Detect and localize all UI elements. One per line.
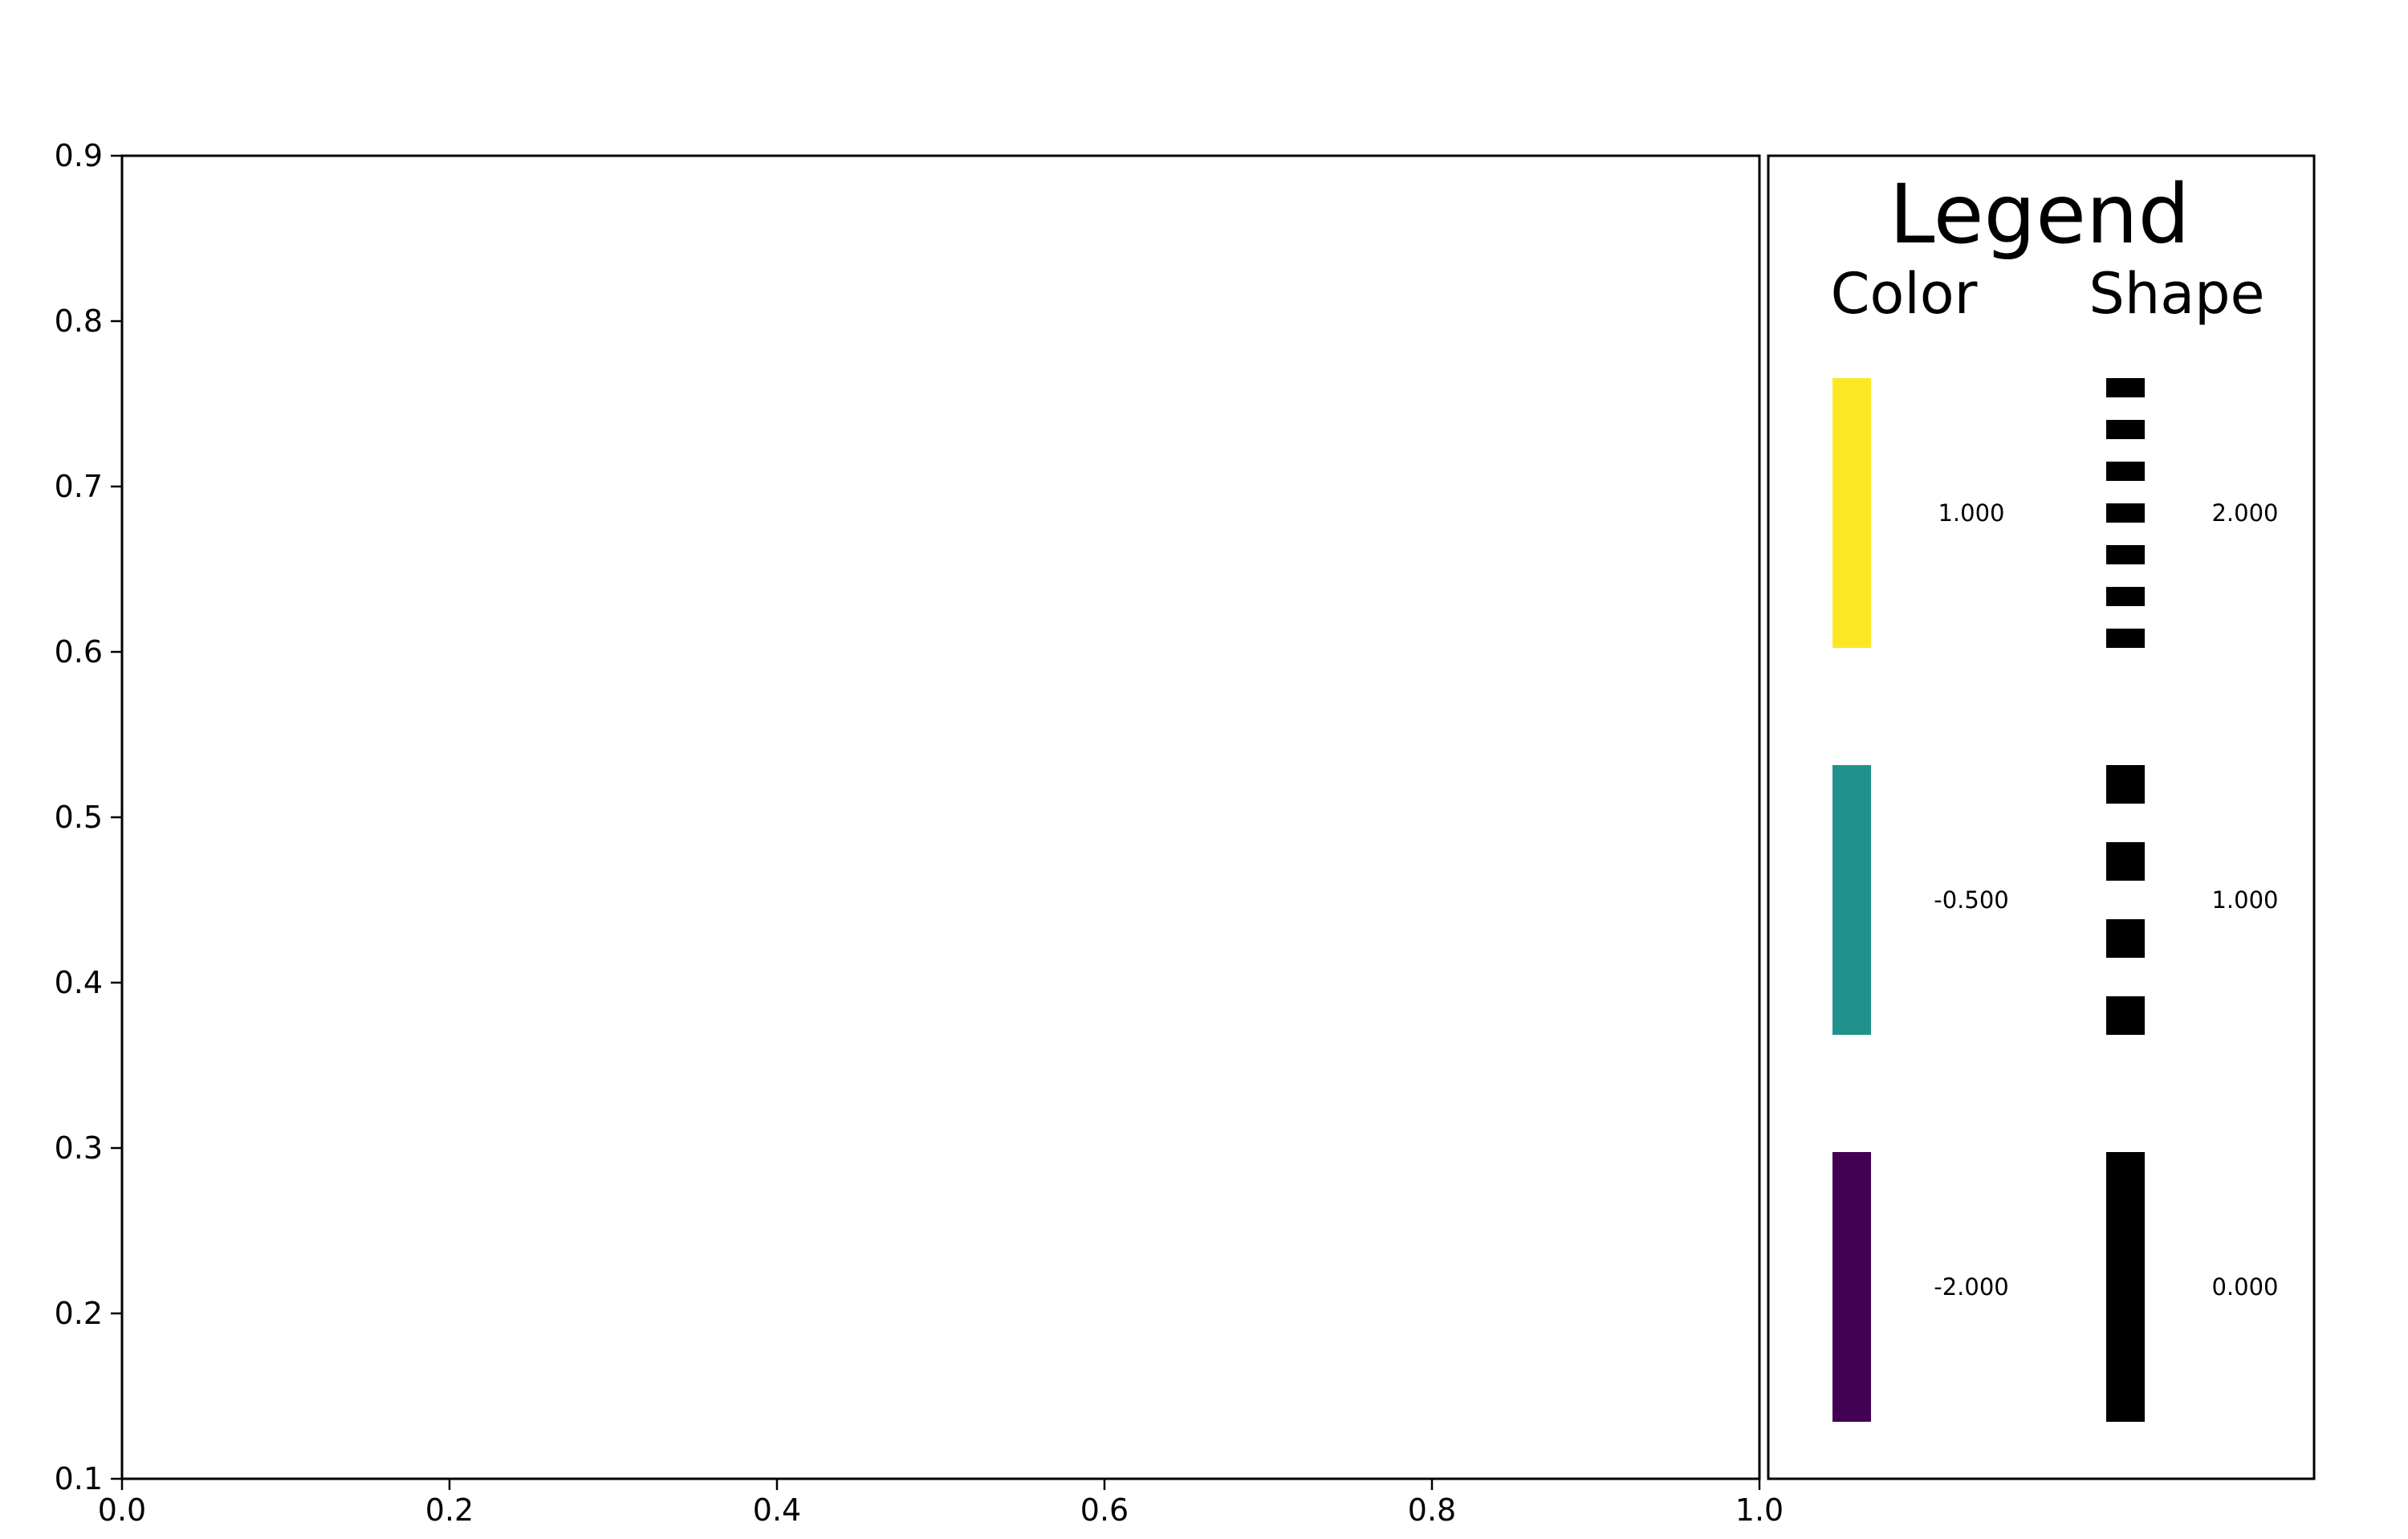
legend-shape-segment — [2106, 545, 2145, 564]
y-tick-label: 0.9 — [55, 138, 103, 173]
legend-shape-segment — [2106, 765, 2145, 804]
legend-shape-label: 1.000 — [2211, 886, 2278, 914]
x-tick-label: 0.6 — [1080, 1492, 1129, 1528]
legend-shape-swatch — [2106, 765, 2145, 1035]
x-tick-label: 0.2 — [425, 1492, 474, 1528]
y-tick-label: 0.2 — [55, 1296, 103, 1331]
legend-title: Legend — [1889, 167, 2190, 263]
legend-shape-header: Shape — [2089, 261, 2264, 327]
legend-shape-label: 0.000 — [2211, 1273, 2278, 1301]
plot-area — [120, 154, 1761, 1480]
x-tick-label: 0.0 — [98, 1492, 146, 1528]
y-tick-label: 0.8 — [55, 303, 103, 339]
x-tick-label: 0.8 — [1408, 1492, 1456, 1528]
y-tick-label: 0.7 — [55, 469, 103, 504]
legend-shape-segment — [2106, 919, 2145, 958]
legend-shape-segment — [2106, 503, 2145, 523]
main-axes: 0.0 0.2 0.4 0.6 0.8 1.0 0.1 0.2 0.3 0.4 0.5 0.6 0.7 0… — [55, 138, 1784, 1528]
legend-shape-segment — [2106, 629, 2145, 648]
legend-shape-segment — [2106, 842, 2145, 881]
y-tick-label: 0.5 — [55, 800, 103, 835]
legend-color-swatch — [1832, 765, 1871, 1035]
legend-color-label: 1.000 — [1938, 499, 2004, 527]
y-tick-label: 0.6 — [55, 634, 103, 670]
legend-color-header: Color — [1831, 261, 1978, 327]
legend-shape-segment — [2106, 462, 2145, 481]
x-tick-label: 1.0 — [1735, 1492, 1784, 1528]
y-tick-label: 0.1 — [55, 1461, 103, 1496]
legend-shape-segment — [2106, 587, 2145, 606]
x-tick-label: 0.4 — [753, 1492, 801, 1528]
legend-shape-segment — [2106, 1152, 2145, 1422]
legend-shape-segment — [2106, 420, 2145, 439]
legend-shape-segment — [2106, 996, 2145, 1035]
y-tick-label: 0.4 — [55, 965, 103, 1000]
legend-shape-segment — [2106, 378, 2145, 397]
legend-color-swatch — [1832, 378, 1871, 648]
legend-shape-swatch — [2106, 1152, 2145, 1422]
y-tick-label: 0.3 — [55, 1130, 103, 1166]
legend-color-swatch — [1832, 1152, 1871, 1422]
legend-shape-label: 2.000 — [2211, 499, 2278, 527]
legend-color-label: -0.500 — [1934, 886, 2009, 914]
legend-shape-swatch — [2106, 378, 2145, 648]
legend-color-label: -2.000 — [1934, 1273, 2009, 1301]
